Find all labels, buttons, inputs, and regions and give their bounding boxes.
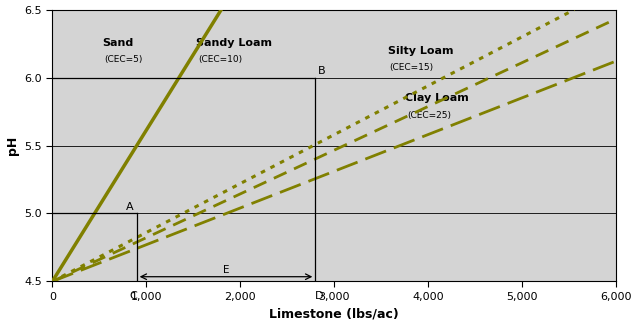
Text: A: A (126, 202, 134, 212)
Text: (CEC=5): (CEC=5) (104, 55, 142, 64)
Text: Sandy Loam: Sandy Loam (196, 37, 272, 48)
Text: Silty Loam: Silty Loam (387, 46, 453, 56)
Text: Sand: Sand (102, 37, 133, 48)
Text: Clay Loam: Clay Loam (405, 93, 469, 103)
Text: (CEC=10): (CEC=10) (198, 55, 242, 64)
Text: D: D (315, 291, 324, 301)
Text: (CEC=15): (CEC=15) (389, 63, 434, 72)
Text: (CEC=25): (CEC=25) (407, 111, 451, 120)
Text: B: B (318, 66, 326, 76)
Text: C: C (129, 291, 137, 301)
X-axis label: Limestone (lbs/ac): Limestone (lbs/ac) (269, 307, 399, 320)
Y-axis label: pH: pH (6, 136, 18, 155)
Text: E: E (223, 265, 229, 275)
